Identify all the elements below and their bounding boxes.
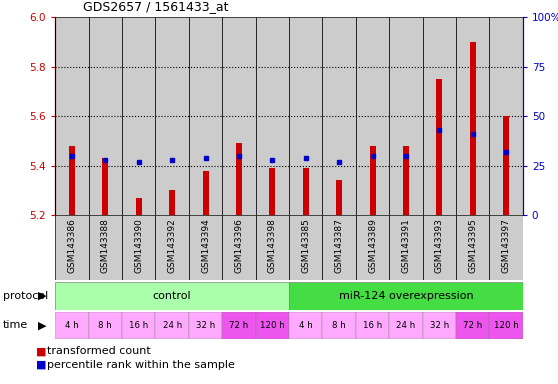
Bar — [156, 215, 189, 280]
Bar — [203, 170, 209, 215]
Bar — [289, 17, 323, 215]
Text: percentile rank within the sample: percentile rank within the sample — [47, 360, 235, 370]
Bar — [55, 282, 289, 310]
Bar — [403, 146, 409, 215]
Bar — [55, 17, 89, 215]
Text: 24 h: 24 h — [162, 321, 182, 330]
Text: 32 h: 32 h — [430, 321, 449, 330]
Text: GSM143393: GSM143393 — [435, 218, 444, 273]
Bar — [236, 143, 242, 215]
Bar — [389, 312, 422, 339]
Text: 72 h: 72 h — [463, 321, 482, 330]
Bar — [55, 215, 89, 280]
Bar — [256, 312, 289, 339]
Text: transformed count: transformed count — [47, 346, 151, 356]
Text: GSM143387: GSM143387 — [335, 218, 344, 273]
Bar — [55, 312, 89, 339]
Text: GSM143386: GSM143386 — [68, 218, 76, 273]
Text: GSM143392: GSM143392 — [167, 218, 177, 273]
Bar — [456, 312, 489, 339]
Text: GSM143395: GSM143395 — [468, 218, 477, 273]
Bar — [356, 215, 389, 280]
Bar — [503, 116, 509, 215]
Text: GSM143385: GSM143385 — [301, 218, 310, 273]
Text: GSM143398: GSM143398 — [268, 218, 277, 273]
Bar — [156, 17, 189, 215]
Text: ■: ■ — [36, 346, 47, 356]
Bar — [169, 190, 175, 215]
Bar — [102, 158, 108, 215]
Text: ▶: ▶ — [39, 291, 47, 301]
Text: GSM143394: GSM143394 — [201, 218, 210, 273]
Bar — [323, 312, 356, 339]
Bar — [256, 215, 289, 280]
Bar — [156, 312, 189, 339]
Bar — [189, 17, 222, 215]
Bar — [303, 168, 309, 215]
Text: GSM143397: GSM143397 — [502, 218, 511, 273]
Bar — [389, 17, 422, 215]
Bar — [323, 17, 356, 215]
Bar — [222, 17, 256, 215]
Bar — [422, 312, 456, 339]
Bar — [189, 312, 222, 339]
Bar — [470, 42, 476, 215]
Bar — [422, 215, 456, 280]
Bar — [456, 17, 489, 215]
Text: protocol: protocol — [3, 291, 48, 301]
Bar — [89, 312, 122, 339]
Text: 16 h: 16 h — [129, 321, 148, 330]
Bar — [356, 17, 389, 215]
Bar — [336, 180, 342, 215]
Bar — [270, 168, 275, 215]
Bar — [122, 312, 156, 339]
Text: control: control — [153, 291, 191, 301]
Text: GSM143388: GSM143388 — [101, 218, 110, 273]
Bar — [456, 215, 489, 280]
Text: miR-124 overexpression: miR-124 overexpression — [339, 291, 473, 301]
Text: 4 h: 4 h — [299, 321, 312, 330]
Text: 16 h: 16 h — [363, 321, 382, 330]
Bar — [489, 312, 523, 339]
Text: GSM143391: GSM143391 — [401, 218, 411, 273]
Text: time: time — [3, 320, 28, 330]
Text: 4 h: 4 h — [65, 321, 79, 330]
Text: 120 h: 120 h — [260, 321, 285, 330]
Bar — [256, 17, 289, 215]
Bar — [122, 17, 156, 215]
Text: 32 h: 32 h — [196, 321, 215, 330]
Bar — [422, 17, 456, 215]
Bar — [289, 312, 323, 339]
Text: 120 h: 120 h — [494, 321, 518, 330]
Bar — [489, 17, 523, 215]
Text: GDS2657 / 1561433_at: GDS2657 / 1561433_at — [83, 0, 229, 13]
Text: GSM143390: GSM143390 — [134, 218, 143, 273]
Bar — [222, 312, 256, 339]
Bar — [136, 198, 142, 215]
Text: GSM143389: GSM143389 — [368, 218, 377, 273]
Text: 8 h: 8 h — [332, 321, 346, 330]
Bar — [389, 215, 422, 280]
Bar — [289, 282, 523, 310]
Bar — [69, 146, 75, 215]
Text: ▶: ▶ — [39, 320, 47, 330]
Text: 72 h: 72 h — [229, 321, 248, 330]
Text: 8 h: 8 h — [98, 321, 112, 330]
Text: GSM143396: GSM143396 — [234, 218, 243, 273]
Bar — [89, 17, 122, 215]
Bar — [436, 79, 442, 215]
Bar — [222, 215, 256, 280]
Text: ■: ■ — [36, 360, 47, 370]
Bar — [489, 215, 523, 280]
Bar — [323, 215, 356, 280]
Bar — [356, 312, 389, 339]
Text: 24 h: 24 h — [396, 321, 416, 330]
Bar — [89, 215, 122, 280]
Bar — [289, 215, 323, 280]
Bar — [189, 215, 222, 280]
Bar — [122, 215, 156, 280]
Bar — [369, 146, 376, 215]
